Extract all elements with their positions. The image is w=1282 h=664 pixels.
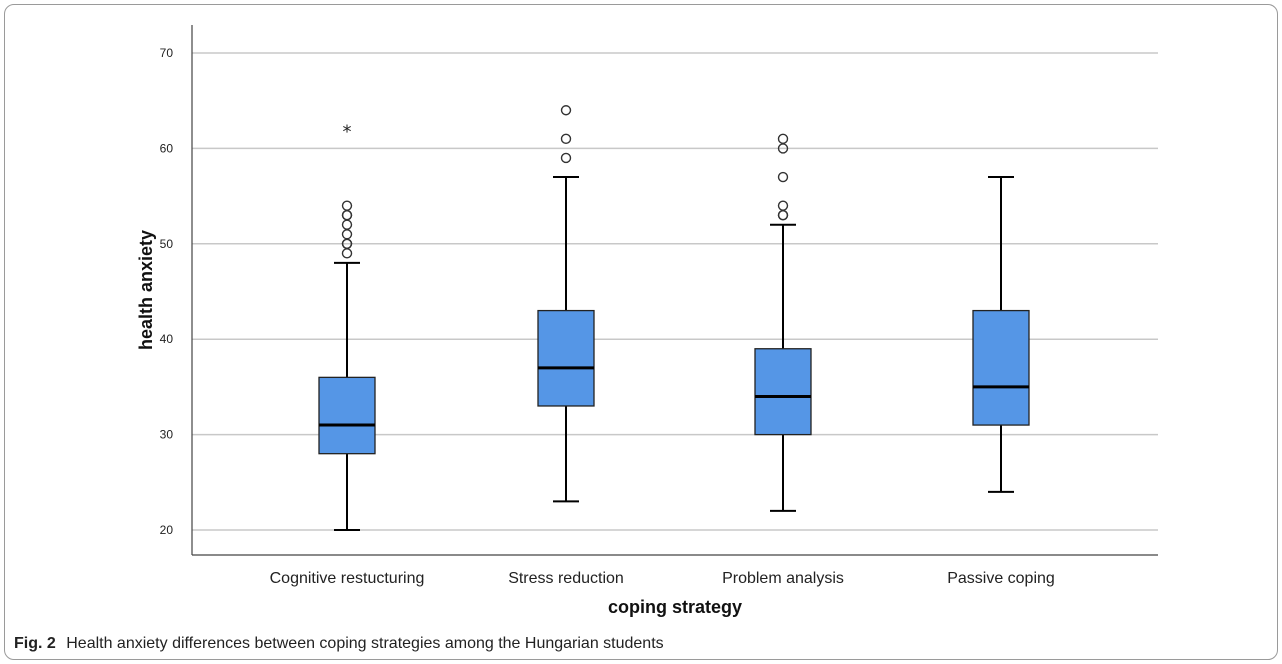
outlier-point — [560, 133, 572, 145]
x-category-label: Cognitive restucturing — [270, 570, 425, 587]
y-axis-title: health anxiety — [136, 230, 156, 350]
axes: 20 30 40 50 60 70 Cognitive restucturing Stress… — [160, 25, 1158, 587]
caption-text: Health anxiety differences between copin… — [66, 635, 664, 652]
outlier-point — [777, 209, 789, 221]
outlier-point — [341, 200, 353, 211]
outlier-point — [341, 219, 353, 230]
box-group: * — [318, 121, 376, 531]
boxes: * — [318, 105, 1030, 531]
x-category-label: Passive coping — [947, 570, 1055, 587]
y-tick-label: 60 — [160, 141, 174, 155]
box-group — [537, 105, 595, 503]
outlier-point — [341, 229, 353, 240]
box-group — [972, 176, 1030, 493]
outlier-point — [777, 200, 789, 211]
box-group — [754, 133, 812, 512]
outlier-point — [341, 248, 353, 259]
outlier-point — [777, 171, 789, 183]
figure-label: Fig. 2 — [14, 635, 56, 652]
iqr-box — [537, 309, 595, 407]
outlier-point — [777, 133, 789, 145]
x-axis-title: coping strategy — [608, 597, 742, 617]
extreme-point: * — [343, 121, 352, 142]
figure-caption: Fig. 2 Health anxiety differences betwee… — [14, 635, 664, 653]
y-tick-label: 50 — [160, 237, 174, 251]
outlier-point — [560, 105, 572, 116]
y-tick-label: 30 — [160, 428, 174, 442]
gridlines — [192, 52, 1158, 531]
y-tick-label: 70 — [160, 46, 174, 60]
iqr-box — [972, 309, 1030, 426]
x-category-label: Stress reduction — [508, 570, 624, 587]
y-tick-label: 40 — [160, 332, 174, 346]
iqr-box — [754, 348, 812, 436]
x-category-label: Problem analysis — [722, 570, 844, 587]
figure-frame — [4, 4, 1278, 660]
outlier-point — [341, 209, 353, 221]
y-tick-label: 20 — [160, 523, 174, 537]
iqr-box — [318, 376, 376, 455]
outlier-point — [560, 152, 572, 164]
